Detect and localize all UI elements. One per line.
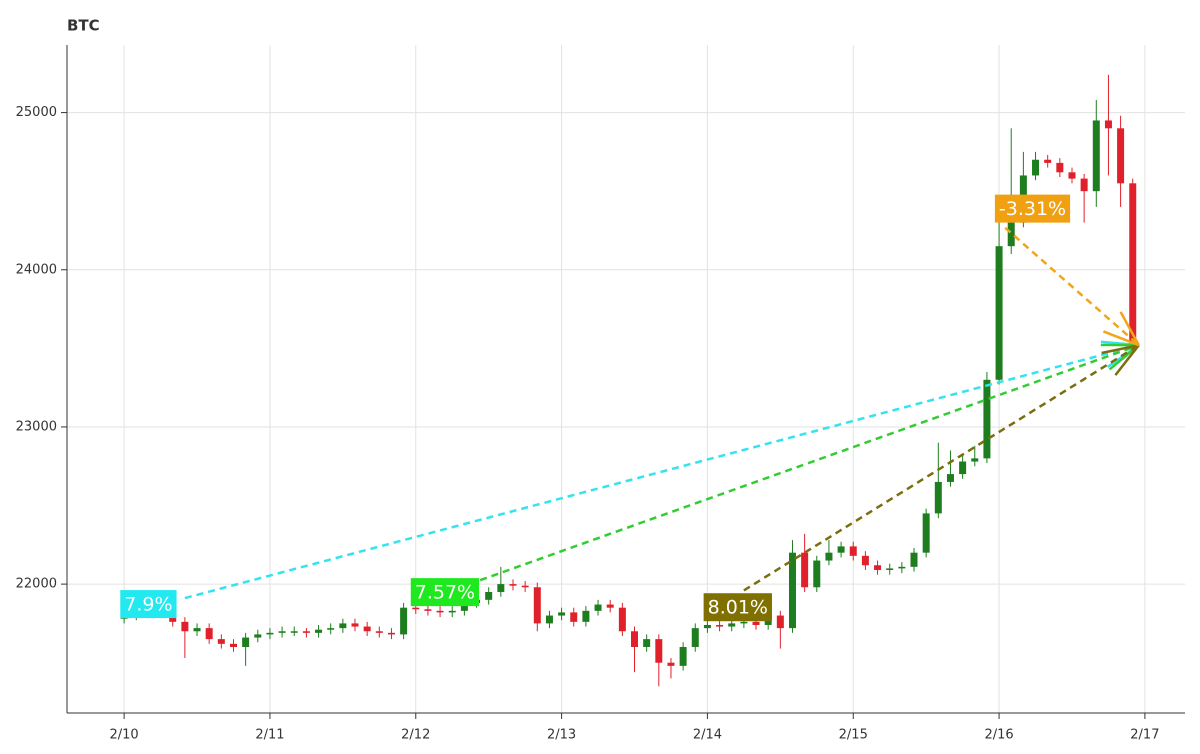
candle-body <box>181 622 188 631</box>
x-tick-label: 2/15 <box>839 728 868 743</box>
candle-body <box>777 616 784 629</box>
candle-body <box>437 611 444 613</box>
candle-body <box>716 625 723 627</box>
candle-body <box>1008 223 1015 247</box>
candle-body <box>303 631 310 633</box>
candle-body <box>1044 160 1051 163</box>
annotation-label: 8.01% <box>708 597 768 619</box>
candle-body <box>947 474 954 482</box>
y-tick-label: 23000 <box>16 419 57 434</box>
x-tick-label: 2/17 <box>1130 728 1159 743</box>
x-tick-label: 2/16 <box>984 728 1013 743</box>
annotation-label: -3.31% <box>999 198 1066 220</box>
candle-body <box>582 611 589 622</box>
annotation-arrow <box>1005 228 1139 345</box>
candle-body <box>266 633 273 635</box>
candle-body <box>680 647 687 666</box>
candle-body <box>740 622 747 624</box>
x-tick-label: 2/14 <box>693 728 722 743</box>
candle-body <box>643 639 650 647</box>
candle-body <box>218 639 225 644</box>
annotation-label: 7.57% <box>415 582 475 604</box>
candle-body <box>801 553 808 588</box>
candle-body <box>522 586 529 588</box>
candle-body <box>1032 160 1039 176</box>
x-tick-label: 2/10 <box>110 728 139 743</box>
candle-body <box>230 644 237 647</box>
candle-body <box>753 622 760 625</box>
y-tick-label: 25000 <box>16 105 57 120</box>
candle-body <box>850 546 857 555</box>
candle-body <box>667 663 674 666</box>
candle-body <box>607 605 614 608</box>
candle-body <box>364 627 371 632</box>
y-tick-label: 22000 <box>16 577 57 592</box>
candle-body <box>497 584 504 592</box>
candle-body <box>206 628 213 639</box>
candle-body <box>813 561 820 588</box>
candle-body <box>449 611 456 613</box>
candle-body <box>862 556 869 565</box>
annotation-arrow <box>480 345 1139 580</box>
candle-body <box>388 633 395 635</box>
annotation-arrow <box>185 345 1139 598</box>
y-tick-label: 24000 <box>16 262 57 277</box>
candle-body <box>291 631 298 633</box>
candle-body <box>1117 128 1124 183</box>
candle-body <box>546 616 553 624</box>
candle-body <box>825 553 832 561</box>
candle-body <box>692 628 699 647</box>
x-tick-label: 2/13 <box>547 728 576 743</box>
candle-body <box>315 630 322 633</box>
candle-body <box>704 625 711 628</box>
candle-body <box>911 553 918 567</box>
candle-body <box>874 565 881 570</box>
candle-body <box>339 623 346 628</box>
annotation-label: 7.9% <box>124 594 172 616</box>
candle-body <box>789 553 796 628</box>
candle-body <box>254 634 261 637</box>
candle-body <box>509 584 516 586</box>
candle-body <box>400 608 407 635</box>
x-tick-label: 2/12 <box>401 728 430 743</box>
candle-body <box>959 462 966 475</box>
candle-body <box>279 631 286 633</box>
candle-body <box>935 482 942 513</box>
candle-body <box>983 380 990 459</box>
candle-body <box>242 638 249 647</box>
candle-body <box>996 246 1003 380</box>
candle-body <box>376 631 383 633</box>
candle-body <box>631 631 638 647</box>
candle-body <box>327 628 334 630</box>
candle-body <box>886 568 893 570</box>
candle-body <box>1081 179 1088 192</box>
candle-body <box>424 609 431 611</box>
candle-body <box>595 605 602 611</box>
candle-body <box>1056 163 1063 172</box>
candle-body <box>352 623 359 626</box>
candle-body <box>838 546 845 552</box>
candle-body <box>923 513 930 552</box>
candle-body <box>412 608 419 610</box>
candle-body <box>558 612 565 615</box>
candle-body <box>570 612 577 621</box>
candle-body <box>485 592 492 600</box>
candle-body <box>655 639 662 663</box>
candle-body <box>1129 183 1136 345</box>
candle-body <box>898 567 905 569</box>
candle-body <box>619 608 626 632</box>
candle-body <box>1105 120 1112 128</box>
candle-body <box>1068 172 1075 178</box>
candle-body <box>971 458 978 461</box>
candle-body <box>534 587 541 623</box>
candle-body <box>728 623 735 626</box>
candle-body <box>1093 120 1100 191</box>
chart-title: BTC <box>67 17 100 35</box>
candle-body <box>194 628 201 631</box>
x-tick-label: 2/11 <box>255 728 284 743</box>
